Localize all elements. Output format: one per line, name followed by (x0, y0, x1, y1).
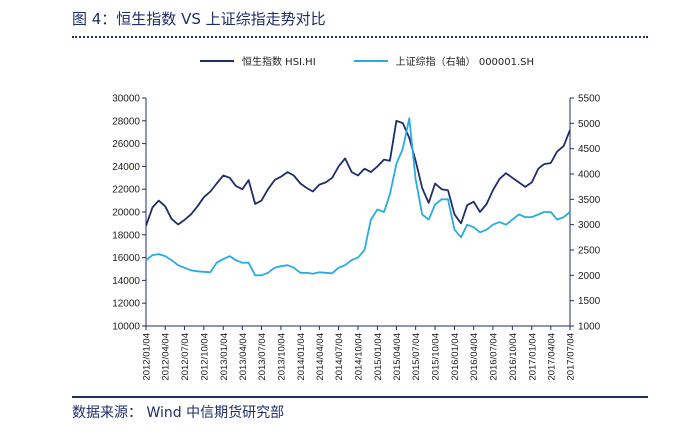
legend-item-hsi: 恒生指数 HSI.HI (200, 53, 316, 68)
x-tick-label: 2016/04/04 (469, 333, 480, 381)
x-tick-label: 2015/07/04 (411, 333, 422, 381)
x-tick-label: 2015/04/04 (392, 333, 403, 381)
x-tick-label: 2012/04/04 (161, 333, 172, 381)
x-tick-label: 2014/01/04 (296, 333, 307, 381)
x-tick-label: 2012/10/04 (199, 333, 210, 381)
x-tick-label: 2015/10/04 (431, 333, 442, 381)
chart-lines (145, 117, 571, 277)
x-tick-label: 2016/01/04 (450, 333, 461, 381)
right-tick-label: 2000 (578, 271, 601, 282)
x-tick-label: 2016/07/04 (488, 333, 499, 381)
left-tick-label: 10000 (112, 322, 140, 333)
x-tick-label: 2017/01/04 (527, 333, 538, 381)
right-tick-label: 2500 (578, 246, 601, 257)
x-tick-label: 2015/01/04 (373, 333, 384, 381)
chart-title: 图 4：恒生指数 VS 上证综指走势对比 (72, 10, 326, 28)
legend-swatch-hsi (200, 59, 234, 62)
x-tick-label: 2014/10/04 (354, 333, 365, 381)
left-tick-label: 24000 (112, 162, 140, 173)
x-tick-label: 2012/07/04 (180, 333, 191, 381)
right-tick-label: 3500 (578, 195, 601, 206)
x-tick-label: 2014/04/04 (315, 333, 326, 381)
left-tick-label: 20000 (112, 208, 140, 219)
x-tick-label: 2013/07/04 (257, 333, 268, 381)
left-tick-label: 28000 (112, 116, 140, 127)
title-divider (72, 36, 648, 38)
right-tick-label: 1500 (578, 296, 601, 307)
left-tick-label: 26000 (112, 139, 140, 150)
x-tick-label: 2012/01/04 (142, 333, 153, 381)
source-note: 数据来源： Wind 中信期货研究部 (72, 405, 285, 421)
legend-swatch-sh (353, 59, 388, 62)
right-tick-label: 3000 (578, 220, 601, 231)
left-tick-label: 14000 (112, 276, 140, 287)
left-tick-label: 22000 (112, 185, 140, 196)
x-tick-label: 2016/10/04 (508, 333, 519, 381)
legend-label-sh: 上证综指（右轴） 000001.SH (395, 57, 535, 68)
series-line-sh (145, 117, 571, 277)
left-tick-label: 30000 (112, 94, 140, 105)
series-line-hsi (145, 119, 571, 227)
x-tick-label: 2017/07/04 (566, 333, 577, 381)
x-tick-label: 2013/01/04 (219, 333, 230, 381)
legend: 恒生指数 HSI.HI 上证综指（右轴） 000001.SH (200, 53, 564, 68)
x-tick-label: 2017/04/04 (546, 333, 557, 381)
right-tick-label: 4000 (578, 170, 601, 181)
x-tick-label: 2013/10/04 (276, 333, 287, 381)
right-tick-label: 1000 (578, 322, 601, 333)
legend-label-hsi: 恒生指数 HSI.HI (242, 57, 316, 68)
right-tick-label: 4500 (578, 144, 601, 155)
left-tick-label: 16000 (112, 253, 140, 264)
x-tick-label: 2013/04/04 (238, 333, 249, 381)
legend-item-sh: 上证综指（右轴） 000001.SH (353, 53, 535, 68)
left-tick-label: 18000 (112, 230, 140, 241)
left-tick-label: 12000 (112, 299, 140, 310)
right-tick-label: 5000 (578, 119, 601, 130)
footer-divider (72, 396, 648, 398)
chart-axes: 10000 12000 14000 16000 18000 20000 22000 24000… (112, 94, 600, 381)
right-tick-label: 5500 (578, 94, 601, 105)
x-tick-label: 2014/07/04 (334, 333, 345, 381)
